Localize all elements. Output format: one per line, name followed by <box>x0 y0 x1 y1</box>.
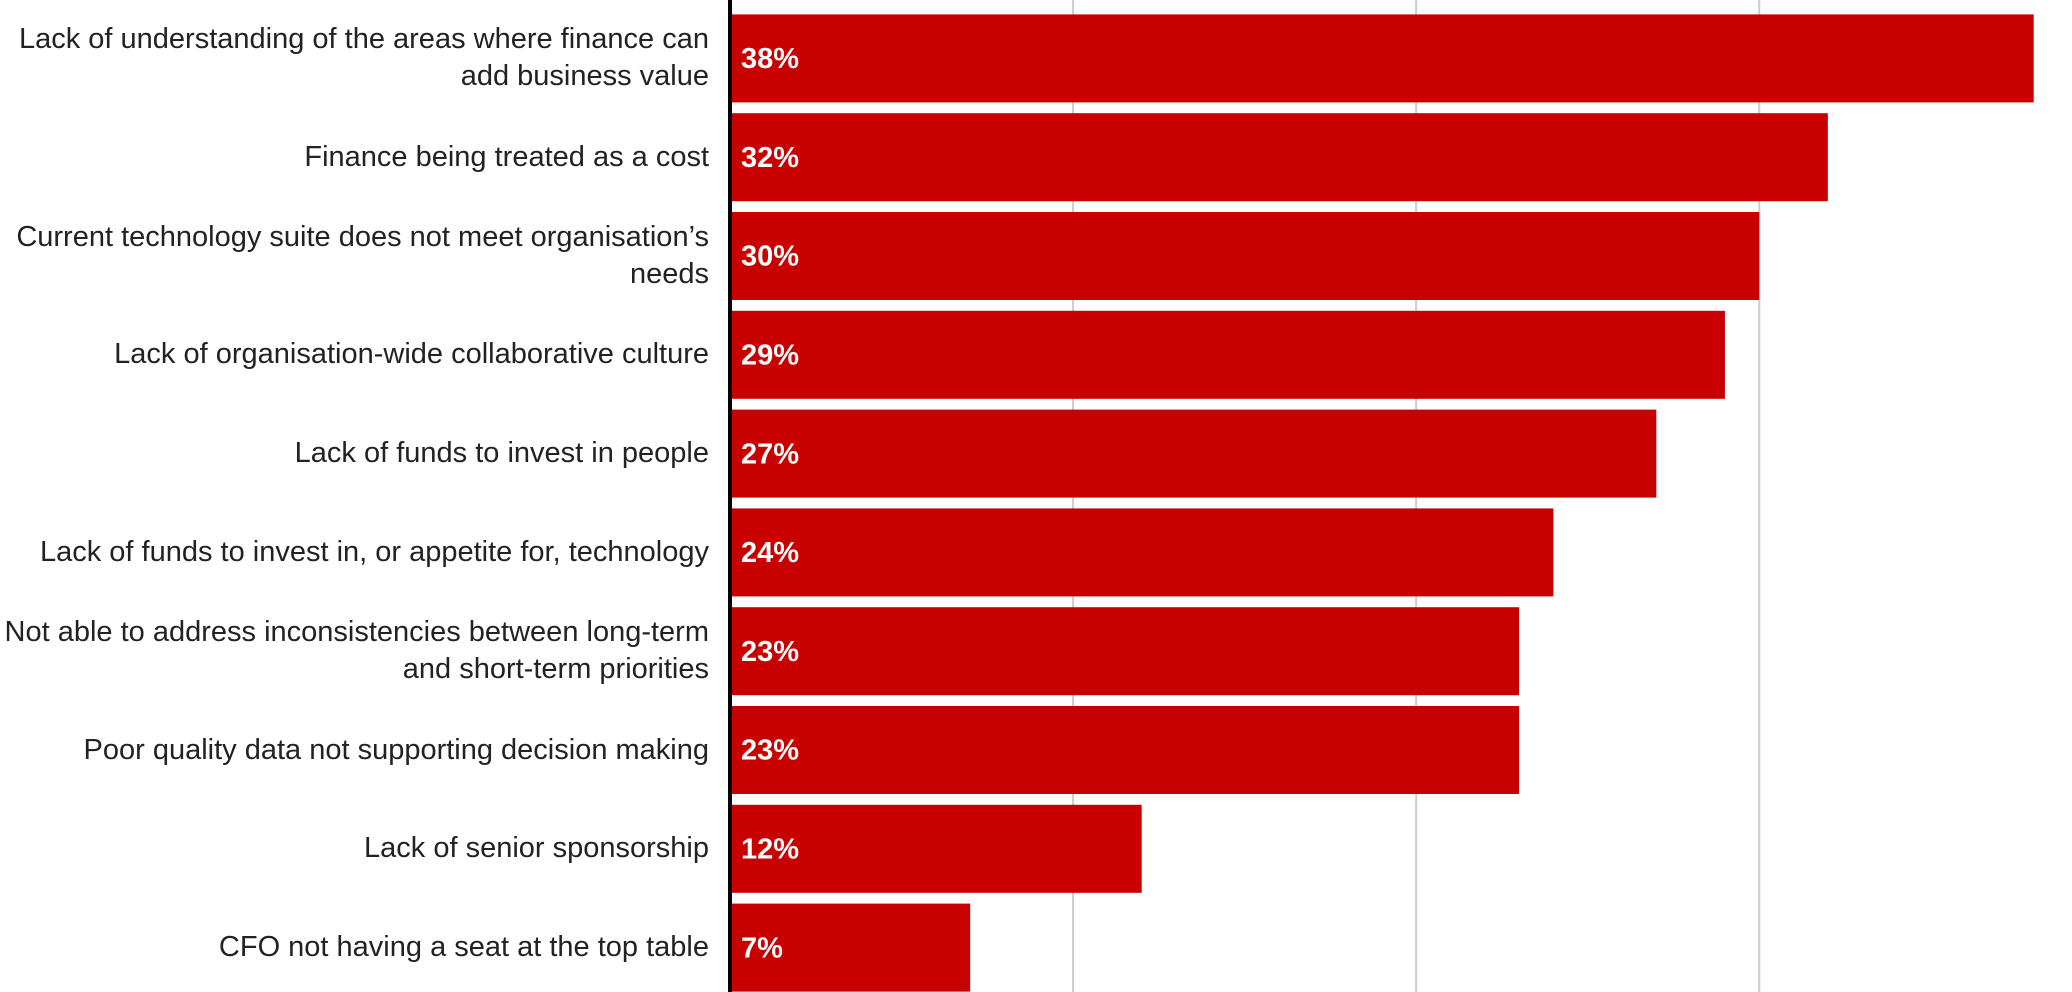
bar <box>730 706 1520 794</box>
bar <box>730 607 1520 696</box>
category-label: Finance being treated as a cost <box>304 140 709 173</box>
category-label: Lack of understanding of the areas where… <box>18 23 709 93</box>
bar <box>730 14 2034 103</box>
category-label: Lack of senior sponsorship <box>364 832 709 865</box>
value-label: 38% <box>741 43 799 75</box>
value-label: 12% <box>741 833 799 865</box>
value-label: 30% <box>741 241 799 273</box>
value-label: 7% <box>741 932 783 964</box>
bar <box>730 310 1725 399</box>
category-label: Poor quality data not supporting decisio… <box>83 733 710 766</box>
bar <box>730 113 1828 202</box>
category-label: Not able to address inconsistencies betw… <box>4 616 709 686</box>
bar <box>730 409 1657 498</box>
value-label: 24% <box>741 537 799 569</box>
bar <box>730 212 1760 300</box>
category-label: Current technology suite does not meet o… <box>16 221 709 290</box>
value-label: 27% <box>741 438 799 470</box>
category-label: CFO not having a seat at the top table <box>218 931 709 964</box>
value-label: 29% <box>741 339 799 371</box>
bar <box>730 804 1142 893</box>
value-label: 23% <box>741 735 799 767</box>
value-label: 23% <box>741 636 799 668</box>
category-label: Lack of organisation-wide collaborative … <box>114 338 709 371</box>
category-label: Lack of funds to invest in people <box>294 437 709 470</box>
value-label: 32% <box>741 142 799 174</box>
category-label: Lack of funds to invest in, or appetite … <box>39 535 709 568</box>
bar <box>730 508 1554 597</box>
bar <box>730 903 971 992</box>
